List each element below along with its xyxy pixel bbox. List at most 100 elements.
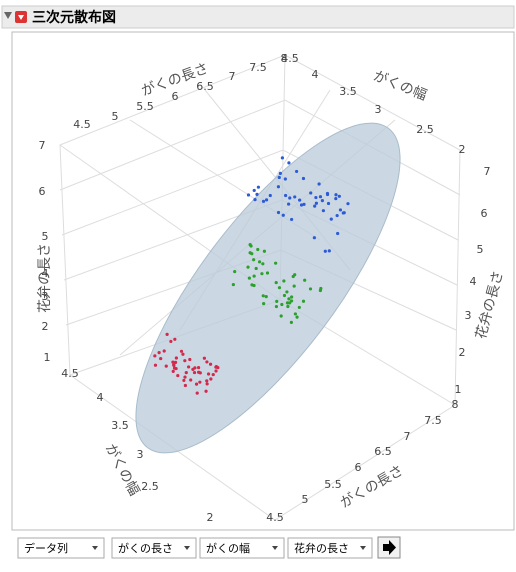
point [287,297,291,301]
point [261,294,265,298]
disclosure-icon[interactable] [4,12,12,19]
point [162,349,166,353]
point [196,365,201,370]
point [281,213,285,217]
tick-label: 5.5 [136,100,154,113]
tick-label: 1 [44,351,51,364]
dropdown[interactable] [17,537,105,559]
tick-label: 4 [42,267,49,280]
tick-label: 3 [465,309,472,322]
points [153,156,350,395]
dropdown-arrow[interactable] [184,546,190,550]
point [231,282,235,287]
point [153,363,158,367]
tick-label: 6 [172,90,179,103]
point [317,182,321,186]
point [286,304,290,309]
point [338,208,343,212]
point [323,249,327,253]
point [301,176,306,181]
point [295,315,299,319]
dropdown-arrow[interactable] [92,546,98,550]
point [256,185,261,189]
point [191,367,195,371]
point [188,357,192,362]
point [252,258,256,262]
point [291,274,295,279]
point [293,195,297,199]
point [264,295,268,299]
point [284,193,288,198]
tick-label: 6 [355,461,362,474]
tick-label: 5.5 [324,478,342,491]
point [173,337,177,341]
point [280,302,284,307]
point [309,191,313,195]
point [164,364,168,368]
point [165,332,169,336]
go-arrow[interactable] [383,540,396,555]
point [205,382,209,386]
point [297,305,301,310]
point [176,373,180,378]
point [288,301,292,305]
point [313,204,317,208]
point [183,359,187,363]
point [293,312,297,316]
point [264,198,269,202]
dropdown-label[interactable]: 花弁の長さ [294,541,349,555]
point [233,269,237,274]
point [189,378,193,382]
point [329,217,333,221]
tick-label: 5 [112,110,119,123]
point [261,199,266,203]
point [287,161,291,165]
point [198,380,202,384]
point [256,247,260,252]
point [172,366,177,370]
point [290,217,294,222]
point [214,369,218,373]
point [325,192,330,197]
point [276,210,281,215]
axis-label: 花弁の長さ [37,243,53,313]
point [274,280,278,285]
point [334,193,338,197]
tick-label: 3 [137,448,144,461]
dropdown-label[interactable]: がくの長さ [118,541,173,555]
point [183,383,187,388]
point [247,276,251,280]
point [202,356,206,360]
point [182,378,186,383]
point [274,261,278,265]
dropdown-label[interactable]: データ列 [24,541,68,555]
dropdown[interactable] [111,537,197,559]
dropdown[interactable] [199,537,285,559]
point [153,354,157,358]
dropdown[interactable] [287,537,373,559]
tick-label: 3 [375,103,382,116]
dropdown-label[interactable]: がくの幅 [206,541,250,555]
point [282,293,287,298]
tick-label: 6 [39,185,46,198]
point [252,188,256,193]
point [179,349,184,353]
point [302,202,306,206]
dropdown-arrow[interactable] [360,546,366,550]
point [183,375,187,379]
point [292,284,296,288]
point [285,301,290,305]
tick-label: 1 [455,383,462,396]
dropdown-arrow[interactable] [272,546,278,550]
point [211,372,215,377]
tick-label: 7.5 [424,414,442,427]
tick-label: 2.5 [416,123,434,136]
tick-label: 4.5 [61,367,79,380]
point [252,283,256,288]
point [321,209,325,213]
point [277,286,282,290]
point [198,371,202,375]
point [206,372,211,376]
